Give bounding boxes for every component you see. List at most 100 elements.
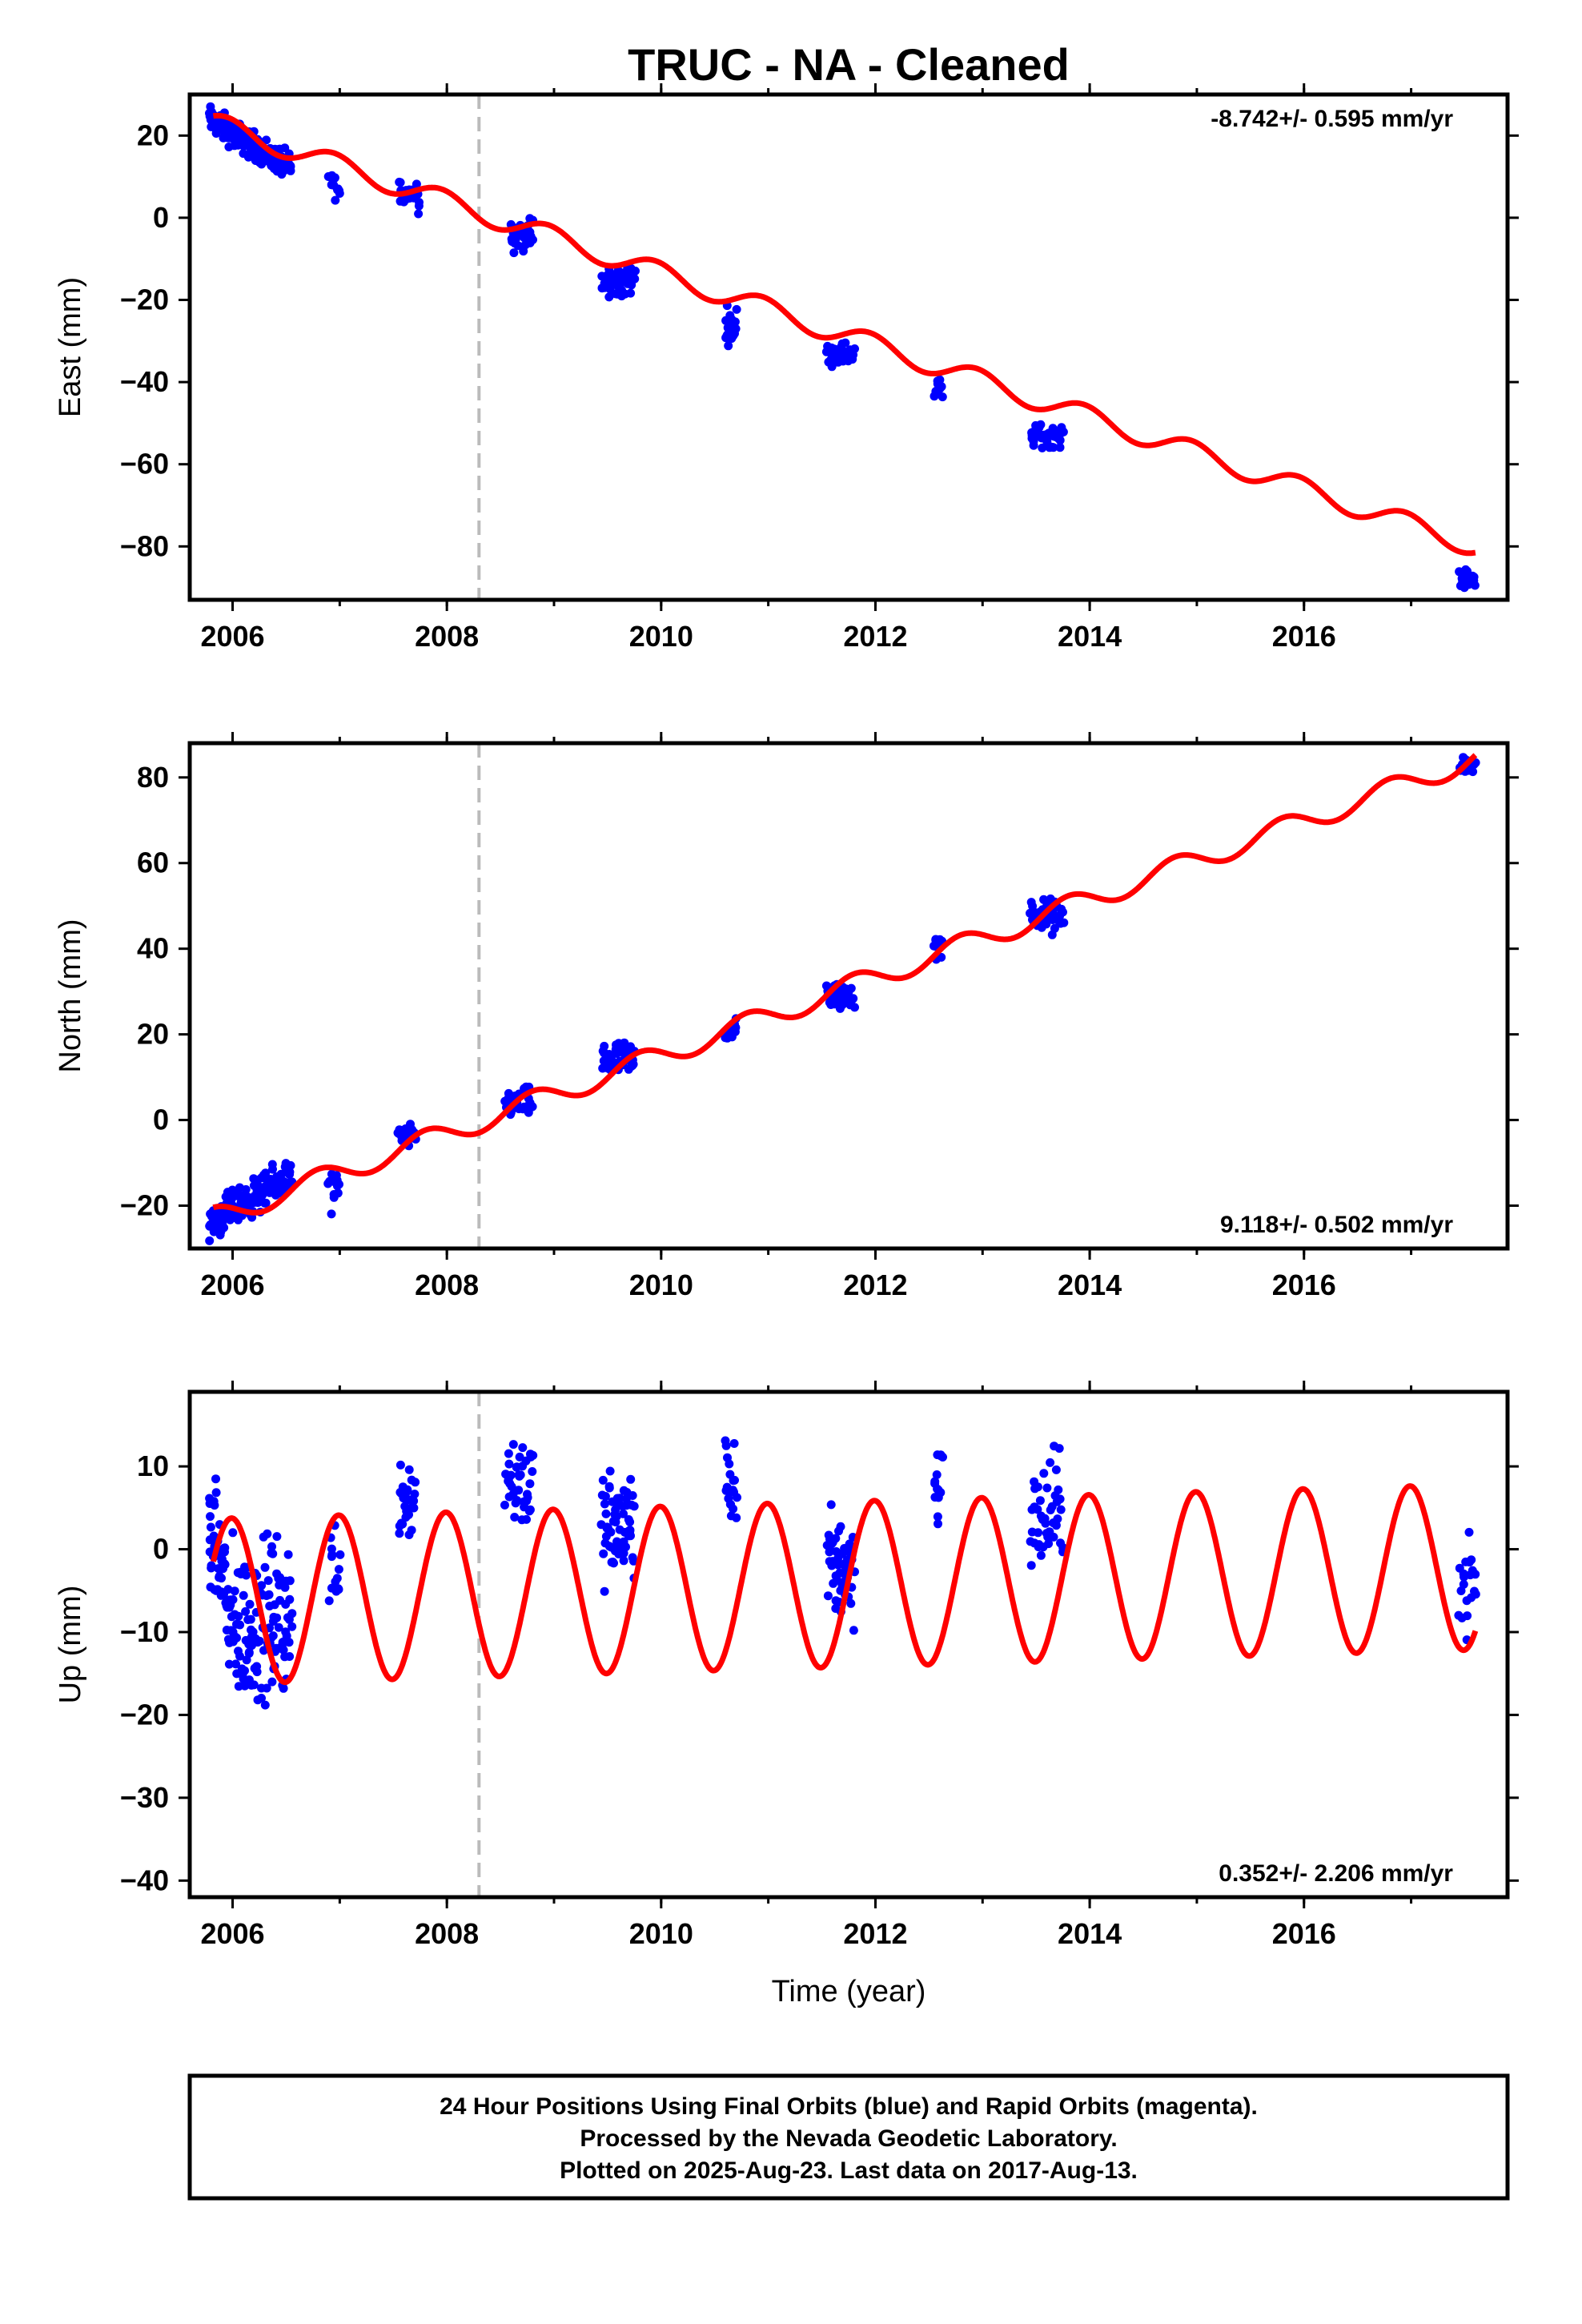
- east-data-point: [1036, 420, 1046, 429]
- up-data-point: [259, 1646, 268, 1655]
- up-data-point: [285, 1652, 295, 1661]
- up-data-point: [849, 1626, 858, 1635]
- up-data-point: [272, 1532, 282, 1542]
- east-y-tick-label: 0: [153, 201, 169, 234]
- up-data-point: [1053, 1514, 1062, 1524]
- north-panel: 2006 2008 2010 2012 2014 2016 −20 0 20 40 60 80 Nort…: [54, 732, 1519, 1301]
- up-data-point: [516, 1470, 525, 1480]
- up-data-point: [335, 1550, 345, 1559]
- up-data-point: [285, 1576, 295, 1586]
- up-data-point: [235, 1620, 245, 1630]
- east-y-tick-label: −60: [120, 448, 169, 480]
- up-x-tick-label: 2008: [415, 1917, 479, 1950]
- up-data-point: [279, 1645, 288, 1655]
- up-data-point: [287, 1609, 297, 1618]
- north-x-tick-label: 2006: [200, 1269, 264, 1301]
- up-data-point: [268, 1631, 278, 1641]
- up-data-point: [257, 1581, 267, 1590]
- up-data-point: [1467, 1555, 1476, 1565]
- up-data-point: [228, 1528, 238, 1538]
- up-data-point: [506, 1470, 516, 1480]
- up-data-point: [932, 1470, 942, 1479]
- up-data-point: [729, 1504, 738, 1514]
- up-data-point: [1464, 1527, 1474, 1537]
- up-data-point: [1056, 1505, 1066, 1514]
- east-x-tick-label: 2014: [1058, 620, 1122, 653]
- up-data-point: [934, 1519, 942, 1529]
- north-x-tick-label: 2012: [843, 1269, 907, 1301]
- east-data-point: [724, 341, 733, 351]
- up-data-point: [263, 1576, 273, 1586]
- north-y-tick-label: 20: [137, 1018, 169, 1051]
- up-data-point: [228, 1595, 238, 1604]
- east-data-point: [850, 344, 859, 353]
- north-x-tick-label: 2016: [1272, 1269, 1336, 1301]
- north-data-point: [1050, 923, 1059, 933]
- up-data-point: [248, 1627, 258, 1637]
- up-data-point: [826, 1500, 836, 1510]
- up-data-point: [721, 1441, 731, 1450]
- east-y-axis-label: East (mm): [54, 277, 87, 417]
- east-data-point: [414, 209, 424, 219]
- east-data-point: [330, 173, 339, 183]
- up-data-point: [327, 1550, 337, 1559]
- up-data-point: [626, 1474, 636, 1484]
- north-y-tick-label: 40: [137, 932, 169, 965]
- east-x-tick-label: 2012: [843, 620, 907, 653]
- up-data-point: [268, 1549, 278, 1558]
- up-data-point: [262, 1683, 271, 1693]
- north-data-point: [333, 1188, 343, 1198]
- up-data-point: [263, 1529, 272, 1538]
- east-data-point: [730, 317, 740, 327]
- up-data-point: [260, 1700, 270, 1710]
- up-data-point: [518, 1443, 528, 1453]
- east-rate-label: -8.742+/- 0.595 mm/yr: [1211, 106, 1453, 132]
- up-data-point: [836, 1522, 845, 1531]
- figure-title: TRUC - NA - Cleaned: [628, 39, 1070, 90]
- north-data-point: [937, 952, 946, 962]
- up-data-point: [523, 1490, 532, 1499]
- up-data-point: [404, 1465, 414, 1474]
- up-data-point: [206, 1522, 215, 1532]
- up-data-point: [1471, 1590, 1480, 1599]
- north-rate-label: 9.118+/- 0.502 mm/yr: [1220, 1212, 1453, 1238]
- up-data-point: [500, 1500, 509, 1510]
- north-data-point: [219, 1223, 229, 1232]
- up-data-point: [729, 1439, 739, 1448]
- up-data-point: [733, 1493, 741, 1502]
- up-data-point: [255, 1636, 264, 1646]
- north-x-tick-label: 2008: [415, 1269, 479, 1301]
- north-data-point: [261, 1198, 271, 1208]
- north-x-tick-label: 2014: [1058, 1269, 1122, 1301]
- up-data-point: [224, 1659, 234, 1669]
- up-data-point: [831, 1534, 841, 1543]
- up-data-point: [1041, 1518, 1050, 1528]
- east-data-point: [1055, 436, 1065, 445]
- up-data-point: [629, 1502, 639, 1511]
- up-data-point: [217, 1574, 226, 1583]
- up-data-point: [267, 1677, 277, 1687]
- up-data-point: [628, 1491, 637, 1500]
- up-data-point: [324, 1596, 334, 1606]
- up-data-point: [1054, 1444, 1064, 1454]
- up-data-point: [598, 1475, 608, 1485]
- up-data-point: [283, 1550, 293, 1559]
- up-data-point: [525, 1479, 535, 1489]
- north-x-tick-label: 2010: [629, 1269, 693, 1301]
- up-y-tick-label: −40: [120, 1864, 169, 1896]
- up-data-point: [606, 1527, 616, 1537]
- up-y-tick-label: −20: [120, 1698, 169, 1731]
- up-data-point: [1039, 1469, 1049, 1478]
- up-data-point: [1055, 1494, 1065, 1504]
- east-x-tick-label: 2016: [1272, 620, 1336, 653]
- up-data-point: [619, 1556, 628, 1566]
- up-data-point: [504, 1459, 514, 1469]
- up-data-point: [609, 1558, 618, 1568]
- footer-line-1: 24 Hour Positions Using Final Orbits (bl…: [440, 2093, 1258, 2120]
- up-data-point: [605, 1466, 615, 1476]
- up-data-point: [846, 1598, 856, 1608]
- up-data-point: [395, 1529, 404, 1538]
- up-y-tick-label: 0: [153, 1533, 169, 1566]
- north-y-tick-label: 80: [137, 761, 169, 794]
- up-y-axis-label: Up (mm): [54, 1586, 87, 1704]
